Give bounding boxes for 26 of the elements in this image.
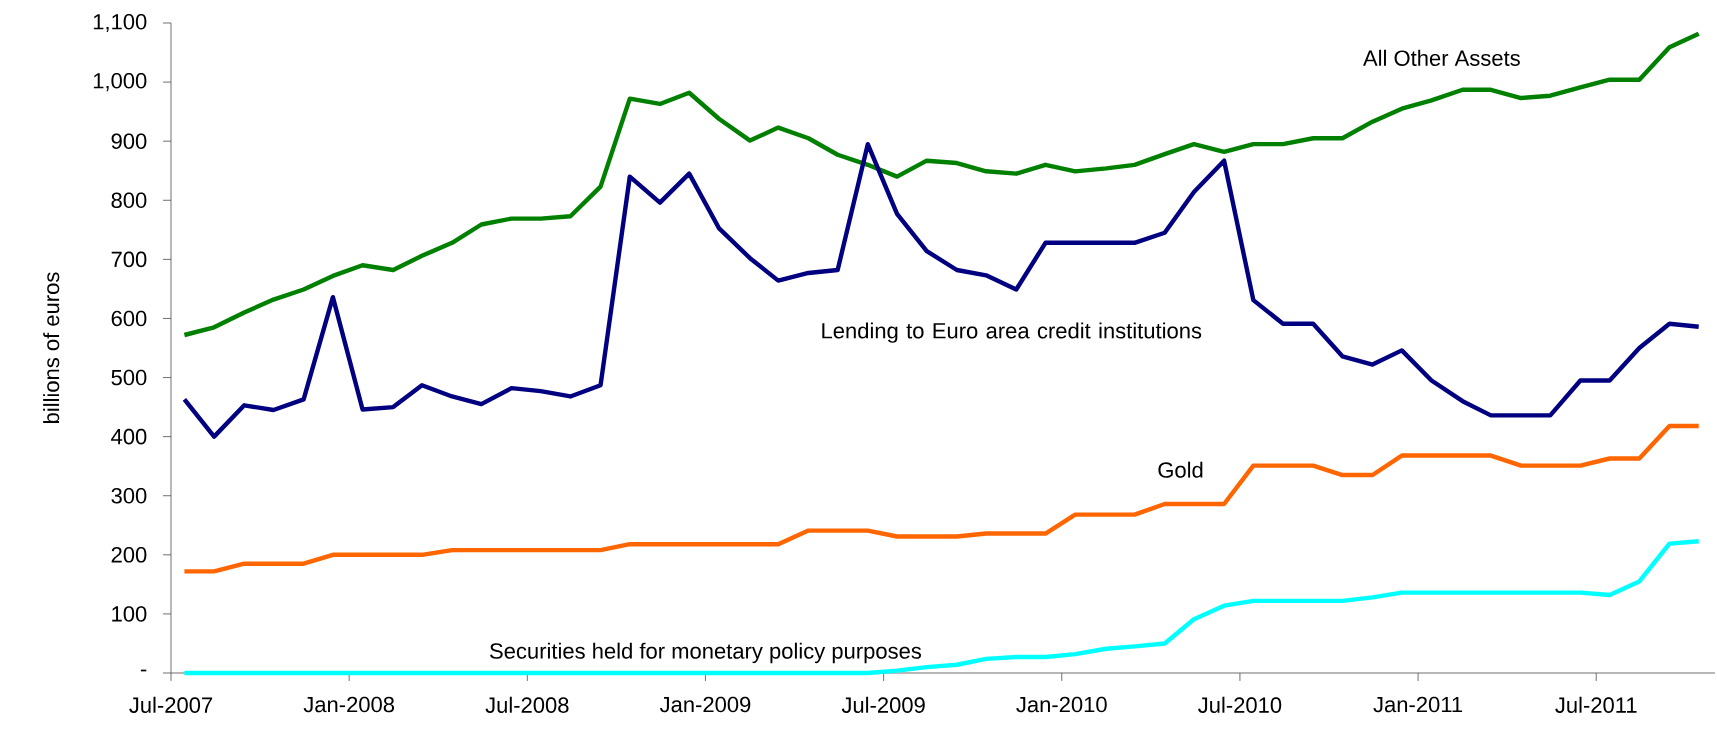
y-tick-label: 1,100 bbox=[93, 13, 147, 33]
y-tick-label: 300 bbox=[111, 487, 147, 504]
x-tick-label: Jul-2010 bbox=[1198, 696, 1282, 713]
x-tick-label: Jul-2011 bbox=[1555, 696, 1637, 713]
x-tick-label: Jan-2008 bbox=[303, 696, 395, 713]
y-tick-label: 100 bbox=[112, 606, 147, 622]
x-tick-label: Jul-2008 bbox=[485, 696, 569, 713]
series-label: Lending to Euro area credit institutions bbox=[822, 322, 1202, 343]
y-tick-label: 800 bbox=[111, 192, 147, 209]
y-tick-label: 900 bbox=[111, 133, 147, 149]
y-tick-label: 500 bbox=[111, 369, 147, 386]
series-label: All Other Assets bbox=[1363, 49, 1520, 66]
y-tick-label: 400 bbox=[111, 428, 147, 445]
y-tick-label: 1,000 bbox=[93, 73, 147, 92]
x-tick-label: Jan-2010 bbox=[1016, 696, 1107, 713]
x-tick-label: Jan-2009 bbox=[659, 696, 751, 713]
y-tick-label: 600 bbox=[111, 310, 147, 327]
y-tick-label: - bbox=[140, 669, 147, 672]
x-tick-label: Jul-2009 bbox=[841, 696, 925, 713]
series-label: Gold bbox=[1158, 461, 1203, 478]
y-tick-label: 700 bbox=[111, 251, 147, 268]
x-tick-label: Jul-2007 bbox=[129, 696, 213, 713]
y-axis-title: billions of euros bbox=[43, 272, 60, 424]
x-tick-label: Jan-2011 bbox=[1373, 696, 1463, 713]
series-label: Securities held for monetary policy purposes bbox=[490, 642, 922, 664]
y-tick-label: 200 bbox=[111, 547, 147, 563]
